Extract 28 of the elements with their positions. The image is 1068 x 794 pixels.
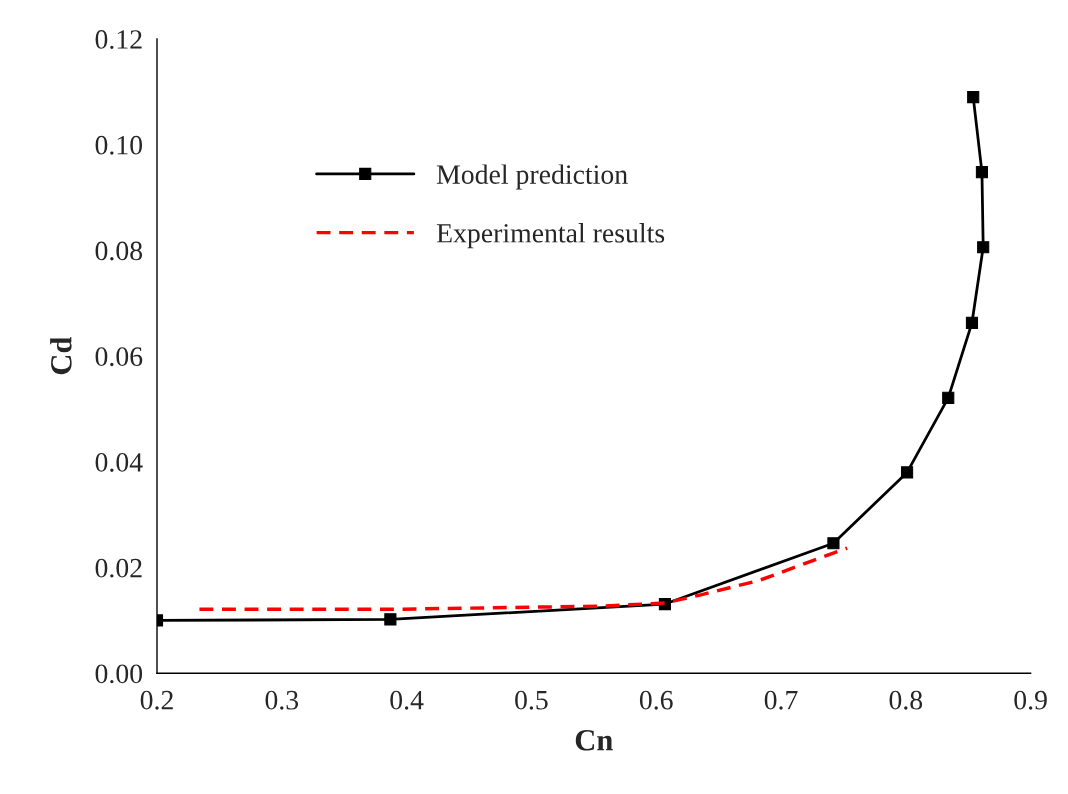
x-tick-label: 0.6: [639, 690, 673, 710]
y-axis-title: Cd: [50, 336, 72, 375]
x-tick-label: 0.4: [390, 690, 424, 710]
x-tick-label: 0.3: [265, 690, 299, 710]
y-tick-label: 0.10: [95, 135, 143, 155]
x-tick-label: 0.5: [515, 690, 548, 710]
x-tick-label: 0.8: [889, 690, 923, 710]
x-tick-label: 0.9: [1014, 690, 1047, 710]
y-tick-label: 0.00: [95, 664, 143, 684]
point: [977, 241, 990, 254]
y-tick-label: 0.04: [95, 453, 143, 472]
point: [900, 466, 914, 479]
point: [975, 166, 989, 179]
point: [827, 537, 840, 550]
y-tick-label: 0.06: [95, 347, 143, 367]
point: [384, 613, 397, 626]
point: [965, 316, 979, 329]
legend-label: Experimental results: [436, 223, 665, 249]
y-tick-label: 0.12: [95, 30, 142, 49]
legend-label: Model prediction: [436, 164, 628, 190]
point: [942, 391, 955, 404]
point: [967, 90, 980, 104]
x-axis-title: Cn: [575, 730, 613, 751]
x-tick-label: 0.2: [140, 690, 173, 710]
line-series: [197, 546, 849, 612]
x-tick-label: 0.7: [764, 690, 798, 710]
y-tick-label: 0.08: [95, 241, 143, 261]
y-tick-label: 0.02: [95, 558, 142, 578]
